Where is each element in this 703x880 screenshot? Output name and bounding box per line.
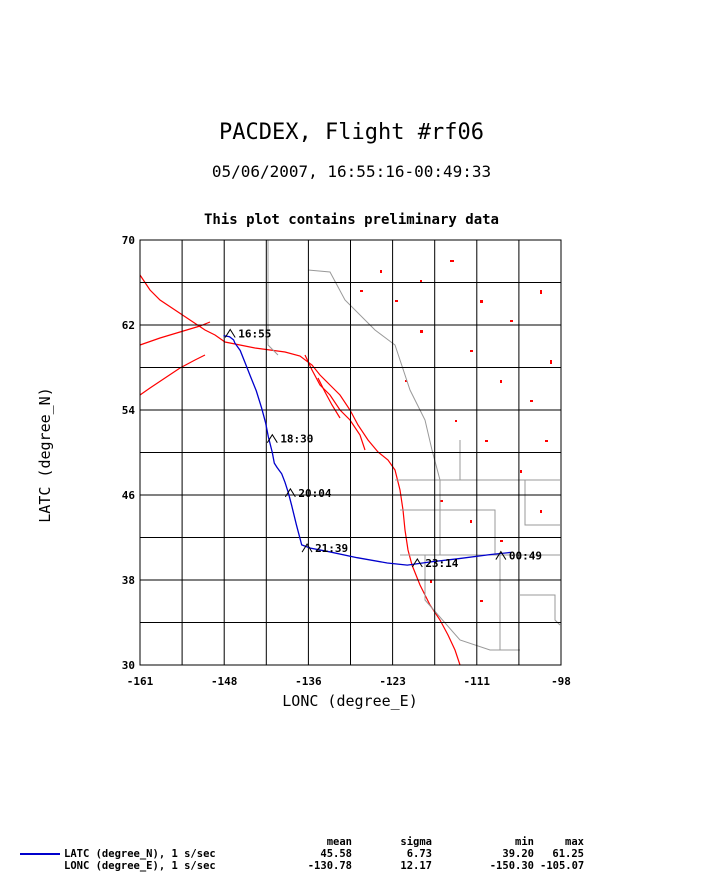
- plot-frame: [139, 239, 562, 666]
- stats-row-sigma: 12.17: [400, 860, 432, 872]
- stats-row-name: LONC (degree_E), 1 s/sec: [64, 860, 216, 872]
- grid: [140, 240, 561, 665]
- stats-row-name: LATC (degree_N), 1 s/sec: [64, 848, 216, 860]
- y-tick-label: 38: [122, 574, 135, 587]
- time-label: 21:39: [315, 542, 348, 555]
- stats-row-mean: -130.78: [307, 860, 352, 872]
- time-labels: 16:55 18:30 20:04 21:39 23:14 00:49: [224, 328, 542, 570]
- y-tick-label: 30: [122, 659, 135, 672]
- y-axis: 30 38 46 54 62 70: [122, 234, 136, 672]
- time-marker-icon: [224, 328, 236, 338]
- stats-row-max: -105.07: [540, 860, 585, 872]
- plot-subtitle: 05/06/2007, 16:55:16-00:49:33: [211, 162, 492, 181]
- flight-track-line: [223, 334, 511, 566]
- time-marker-icon: [301, 543, 313, 553]
- x-tick-label: -111: [464, 675, 491, 688]
- time-marker-icon: [495, 550, 507, 560]
- y-tick-label: 70: [122, 234, 135, 247]
- time-marker-icon: [284, 487, 296, 498]
- x-tick-label: -148: [211, 675, 238, 688]
- time-label: 20:04: [298, 487, 331, 500]
- time-marker-icon: [411, 558, 423, 568]
- flight-track: [223, 334, 511, 566]
- basemap: [139, 240, 561, 666]
- stats-row-min: -150.30: [489, 860, 534, 872]
- preliminary-note: This plot contains preliminary data: [203, 212, 499, 228]
- time-label: 16:55: [238, 328, 271, 341]
- stats-row-mean: 45.58: [320, 848, 352, 860]
- y-axis-label: LATC (degree_N): [36, 387, 54, 522]
- stats-header-min: min: [515, 836, 534, 848]
- stats-header-mean: mean: [326, 836, 352, 848]
- y-tick-label: 46: [122, 489, 136, 502]
- x-axis: -161 -148 -136 -123 -111 -98: [127, 675, 571, 688]
- y-tick-label: 54: [122, 404, 136, 417]
- x-tick-label: -98: [551, 675, 571, 688]
- stats-header-sigma: sigma: [400, 836, 432, 848]
- time-label: 23:14: [425, 557, 458, 570]
- x-tick-label: -136: [295, 675, 322, 688]
- time-label: 00:49: [509, 550, 542, 563]
- legend-line-icon: [20, 853, 60, 855]
- x-axis-label: LONC (degree_E): [282, 692, 417, 710]
- x-tick-label: -161: [127, 675, 154, 688]
- y-tick-label: 62: [122, 319, 135, 332]
- stats-row-min: 39.20: [502, 848, 534, 860]
- time-marker-icon: [266, 433, 278, 443]
- stats-header-max: max: [565, 836, 584, 848]
- time-label: 18:30: [280, 433, 313, 446]
- stats-row-max: 61.25: [552, 848, 584, 860]
- plot-title: PACDEX, Flight #rf06: [219, 120, 484, 145]
- stats-row-sigma: 6.73: [406, 848, 432, 860]
- x-tick-label: -123: [379, 675, 406, 688]
